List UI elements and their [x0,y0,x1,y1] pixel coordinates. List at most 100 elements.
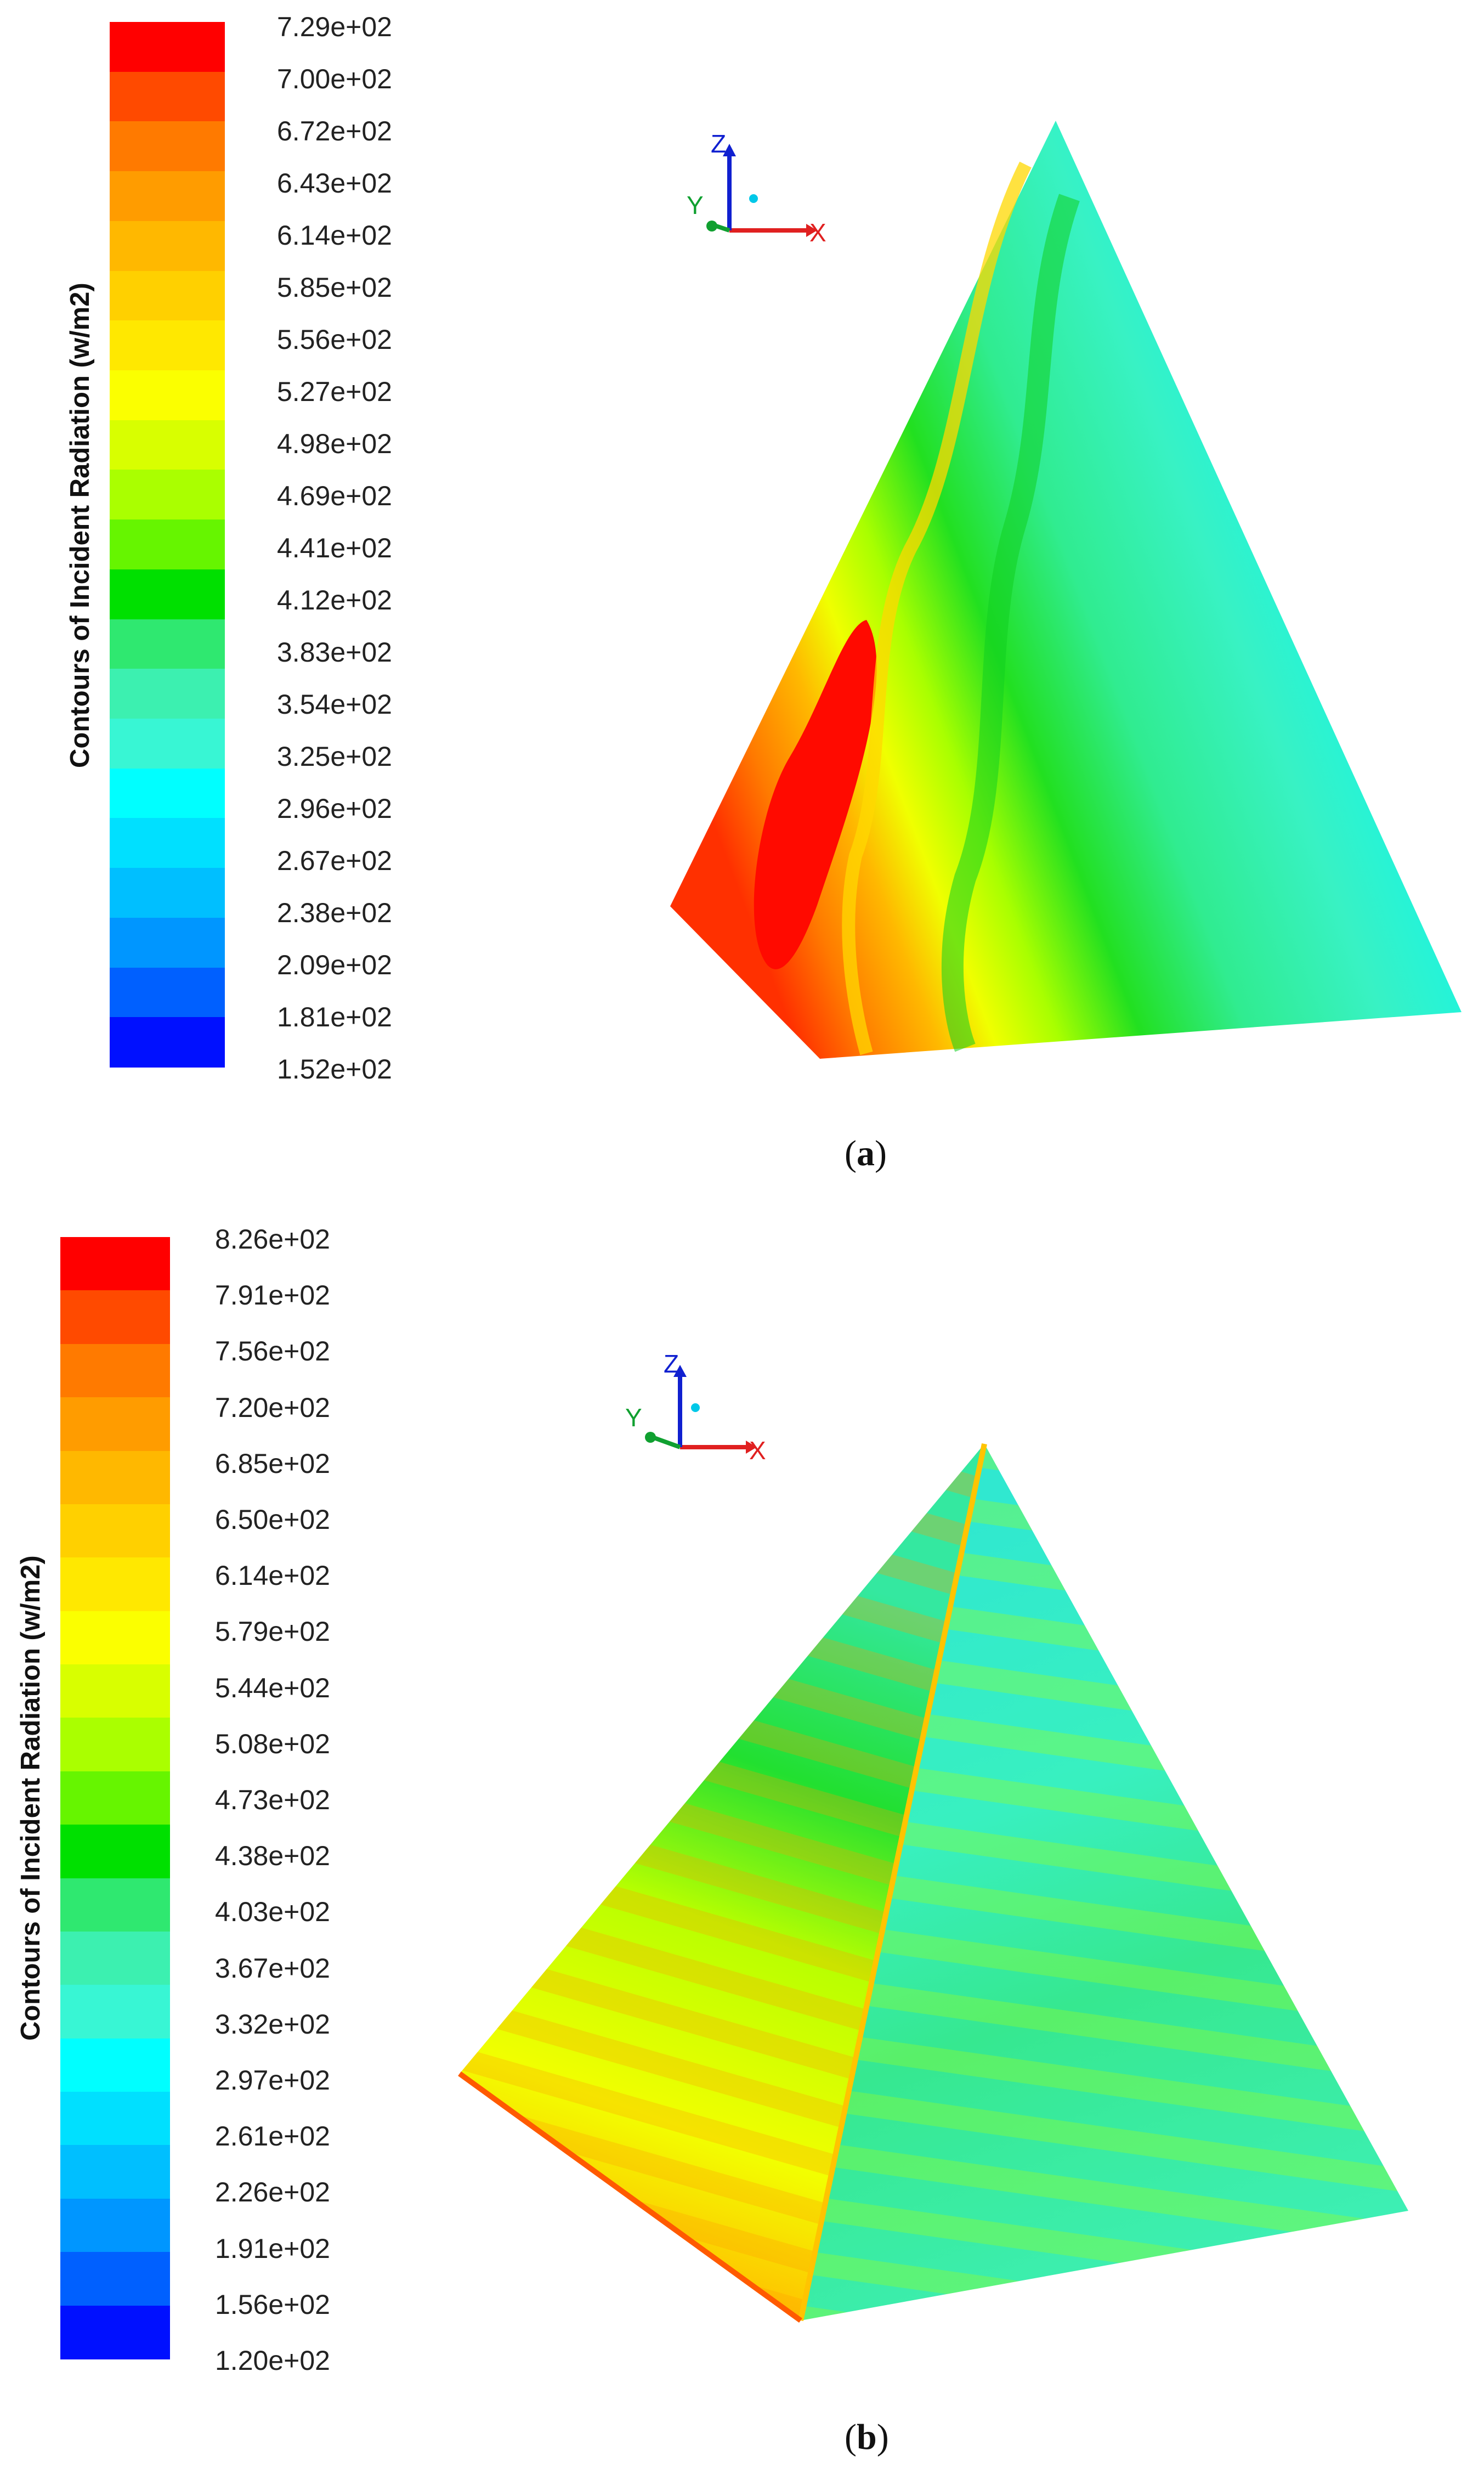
colorbar-swatch [110,967,225,1018]
colorbar-tick-label: 7.20e+02 [215,1392,330,1423]
caption-b: (b) [845,2417,889,2457]
colorbar-swatch [60,2252,170,2306]
colorbar-swatch [60,1664,170,1719]
colorbar-tick-label: 3.25e+02 [277,741,392,772]
colorbar-tick-label: 3.67e+02 [215,1952,330,1984]
colorbar-swatch [110,868,225,918]
colorbar-swatch [110,121,225,172]
colorbar-tick-label: 7.91e+02 [215,1280,330,1311]
colorbar-tick-label: 1.91e+02 [215,2233,330,2264]
pyramid-right-face-stripes-b [801,1444,1408,2320]
colorbar-swatch [110,619,225,670]
colorbar-swatch [110,320,225,371]
colorbar-swatch [110,520,225,570]
caption-a: (a) [845,1133,887,1173]
colorbar-swatch [110,818,225,869]
colorbar-swatch [110,470,225,521]
colorbar-tick-label: 4.38e+02 [215,1840,330,1872]
colorbar-tick-label: 1.20e+02 [215,2345,330,2376]
colorbar-tick-label: 4.98e+02 [277,428,392,459]
colorbar-tick-label: 6.72e+02 [277,116,392,146]
colorbar-swatch [60,1611,170,1665]
colorbar-tick-label: 6.85e+02 [215,1448,330,1479]
colorbar-tick-label: 5.08e+02 [215,1728,330,1759]
colorbar-swatch [110,917,225,968]
colorbar-swatch [110,669,225,719]
colorbar-tick-label: 4.03e+02 [215,1896,330,1928]
axis-x-label-b: X [749,1436,766,1465]
colorbar-tick-label: 2.67e+02 [277,845,392,876]
contour-band-a [842,161,1032,1055]
pyramid-view-b: X Z Y [458,1350,1408,2323]
colorbar-swatch [60,2145,170,2199]
contour-band-green-a [941,194,1080,1052]
colorbar-swatch [60,1557,170,1612]
colorbar-tick-label: 7.00e+02 [277,64,392,94]
colorbar-swatch [60,1397,170,1452]
colorbar-swatch [60,1718,170,1772]
colorbar-swatch [60,2305,170,2359]
colorbar-tick-label: 5.56e+02 [277,324,392,355]
axis-x-label-a: X [809,218,826,247]
colorbar-swatch [110,370,225,421]
colorbar-tick-label: 2.96e+02 [277,793,392,824]
colorbar-tick-label: 6.43e+02 [277,168,392,199]
colorbar-tick-label: 5.79e+02 [215,1616,330,1647]
colorbar-tick-label: 8.26e+02 [215,1224,330,1255]
colorbar-tick-label: 5.27e+02 [277,376,392,407]
colorbar-tick-label: 6.50e+02 [215,1504,330,1535]
colorbar-swatch [110,71,225,122]
axis-z-label-b: Z [664,1350,679,1378]
colorbar-tick-label: 4.69e+02 [277,481,392,511]
colorbar-tick-label: 7.56e+02 [215,1336,330,1367]
colorbar-tick-label: 1.56e+02 [215,2289,330,2320]
xyz-axis-triad-icon-b: X Z Y [625,1350,766,1465]
colorbar-swatch [60,1825,170,1879]
pyramid-base-edge-b [458,2071,802,2323]
axis-z-label-a: Z [711,129,726,158]
colorbar-swatch [60,2092,170,2146]
colorbar-swatch [110,768,225,819]
colorbar-tick-label: 2.61e+02 [215,2121,330,2152]
xyz-axis-triad-icon-a: X Z Y [687,129,826,247]
colorbar-swatch [60,1878,170,1932]
colorbar-tick-label: 3.83e+02 [277,637,392,668]
axis-y-label-b: Y [625,1403,642,1432]
colorbar-swatch [110,22,225,72]
colorbar-swatch [110,221,225,272]
colorbar-tick-label: 5.44e+02 [215,1672,330,1703]
pyramid-left-face-stripes-b [460,1444,984,2320]
colorbar-swatch [110,569,225,620]
pyramid-view-a: X Z Y [670,121,1462,1059]
colorbar-tick-label: 6.14e+02 [215,1560,330,1591]
colorbar-swatch [110,1017,225,1068]
colorbar-tick-label: 2.97e+02 [215,2065,330,2096]
colorbar-tick-label: 4.73e+02 [215,1785,330,1815]
colorbar-swatch [60,2198,170,2253]
hot-spot-a [754,620,877,969]
colorbar-tick-label: 5.85e+02 [277,272,392,303]
colorbar-swatch [60,1771,170,1826]
colorbar-swatch [60,2038,170,2093]
pyramid-edge-b [798,1443,987,2322]
colorbar-swatch [110,420,225,471]
colorbar-tick-label: 2.09e+02 [277,950,392,980]
colorbar-swatch [60,1237,170,1291]
colorbar-b [60,1237,170,2359]
colorbar-tick-label: 1.81e+02 [277,1002,392,1032]
colorbar-swatch [60,1931,170,1986]
figure-panel-b: Contours of Incident Radiation (w/m2) 8.… [0,1196,1484,2490]
colorbar-swatch [60,1343,170,1398]
colorbar-tick-label: 6.14e+02 [277,220,392,251]
colorbar-tick-label: 2.38e+02 [277,897,392,928]
colorbar-swatch [60,1504,170,1559]
colorbar-tick-label: 1.52e+02 [277,1054,392,1085]
colorbar-swatch [110,718,225,769]
colorbar-tick-label: 3.32e+02 [215,2008,330,2040]
axis-y-label-a: Y [687,191,704,219]
colorbar-tick-label: 2.26e+02 [215,2177,330,2208]
colorbar-tick-label: 3.54e+02 [277,689,392,720]
colorbar-swatch [110,270,225,321]
colorbar-swatch [60,1290,170,1345]
figure-panel-a: Contours of Incident Radiation (w/m2) 7.… [0,0,1484,1207]
